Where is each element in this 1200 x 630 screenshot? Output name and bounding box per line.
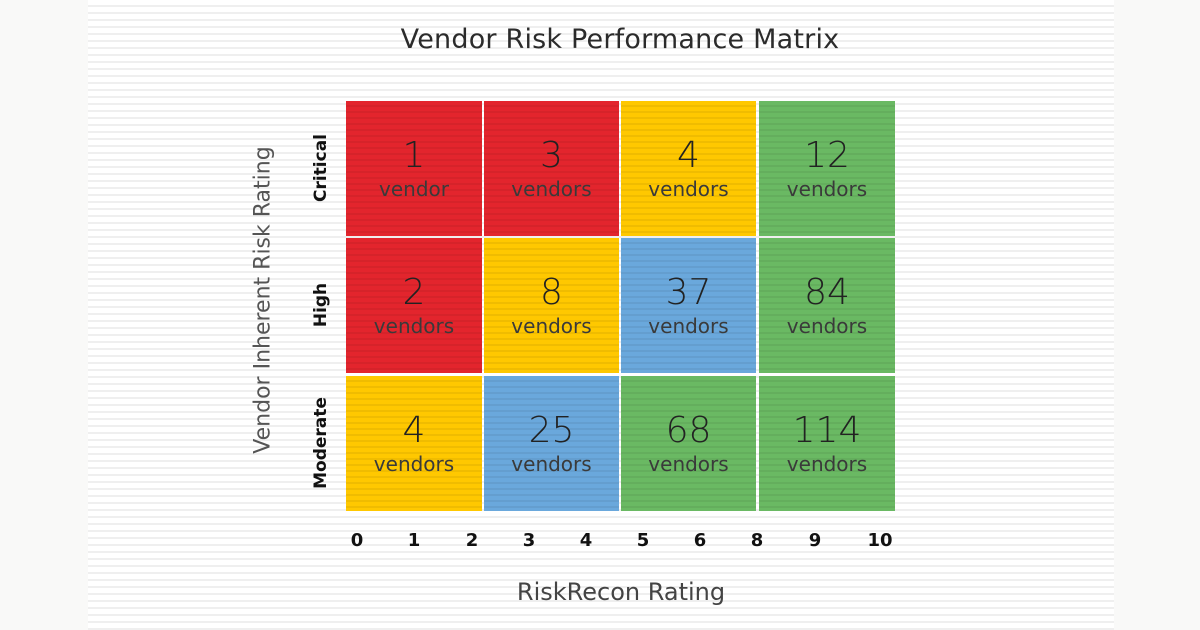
vendor-unit-label: vendors: [786, 451, 868, 476]
vendor-count: 1: [402, 134, 426, 176]
row-label-high: High: [311, 282, 331, 328]
row-label-critical: Critical: [311, 133, 331, 203]
matrix-cell-high-2: 8 vendors: [484, 238, 619, 373]
matrix-cell-high-3: 37 vendors: [621, 238, 756, 373]
vendor-count: 4: [402, 409, 426, 451]
x-tick-4: 4: [579, 530, 593, 551]
vendor-unit-label: vendors: [511, 313, 592, 338]
x-tick-9: 9: [808, 530, 822, 551]
matrix-cell-moderate-4: 114 vendors: [759, 376, 895, 511]
matrix-cell-critical-2: 3 vendors: [484, 101, 619, 236]
vendor-count: 12: [804, 134, 850, 176]
x-tick-2: 2: [465, 530, 479, 551]
chart-title: Vendor Risk Performance Matrix: [400, 24, 840, 55]
vendor-unit-label: vendors: [373, 313, 455, 338]
x-tick-0: 0: [350, 530, 364, 551]
x-tick-3: 3: [522, 530, 536, 551]
x-tick-5: 5: [636, 530, 650, 551]
vendor-count: 25: [528, 409, 575, 451]
x-tick-6: 6: [693, 530, 707, 551]
matrix-cell-critical-1: 1 vendor: [346, 101, 482, 236]
matrix-cell-high-1: 2 vendors: [346, 238, 482, 373]
vendor-count: 68: [665, 409, 712, 451]
vendor-unit-label: vendors: [786, 176, 868, 201]
matrix-cell-critical-4: 12 vendors: [759, 101, 895, 236]
vendor-unit-label: vendors: [511, 451, 592, 476]
row-label-moderate: Moderate: [311, 397, 331, 489]
matrix-cell-moderate-3: 68 vendors: [621, 376, 756, 511]
vendor-count: 84: [804, 271, 850, 313]
vendor-unit-label: vendors: [373, 451, 455, 476]
vendor-unit-label: vendor: [379, 176, 449, 201]
matrix-cell-moderate-1: 4 vendors: [346, 376, 482, 511]
vendor-count: 37: [665, 271, 712, 313]
vendor-unit-label: vendors: [786, 313, 868, 338]
vendor-unit-label: vendors: [648, 176, 729, 201]
vendor-unit-label: vendors: [648, 313, 729, 338]
vendor-count: 4: [677, 134, 700, 176]
x-tick-10: 10: [867, 530, 893, 551]
matrix-cell-critical-3: 4 vendors: [621, 101, 756, 236]
vendor-unit-label: vendors: [511, 176, 592, 201]
x-axis-label: RiskRecon Rating: [516, 578, 726, 606]
x-tick-1: 1: [407, 530, 421, 551]
vendor-count: 114: [792, 409, 862, 451]
x-tick-8: 8: [750, 530, 764, 551]
vendor-count: 8: [540, 271, 563, 313]
y-axis-label: Vendor Inherent Risk Rating: [250, 146, 276, 454]
matrix-cell-moderate-2: 25 vendors: [484, 376, 619, 511]
vendor-count: 2: [402, 271, 426, 313]
matrix-cell-high-4: 84 vendors: [759, 238, 895, 373]
vendor-count: 3: [540, 134, 563, 176]
vendor-unit-label: vendors: [648, 451, 729, 476]
